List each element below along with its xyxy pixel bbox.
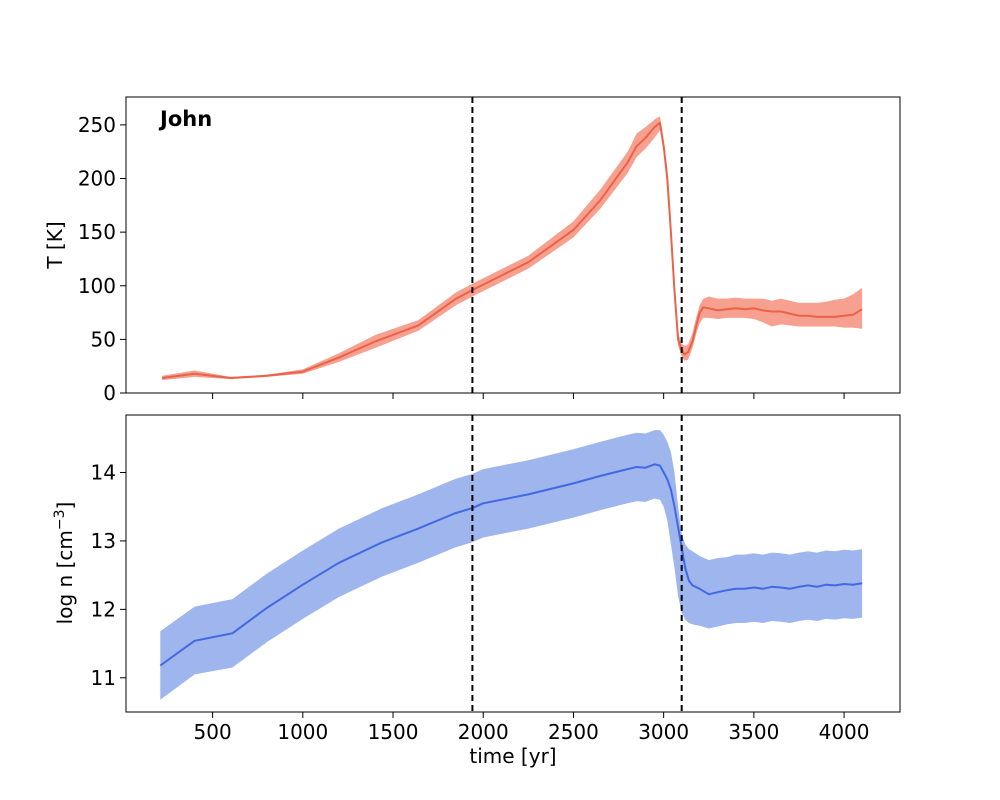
- density-y-ticks: 11 12 13 14: [91, 460, 126, 690]
- density-uncertainty-band: [160, 430, 863, 700]
- y-tick-label: 50: [91, 327, 116, 351]
- y-tick-label: 150: [78, 220, 116, 244]
- y-tick-label: 14: [91, 460, 116, 484]
- y-tick-label: 0: [103, 381, 116, 405]
- temperature-y-ticks: 0 50 100 150 200 250: [78, 113, 126, 405]
- y-tick-label: 11: [91, 666, 116, 690]
- density-y-axis-label-exponent: −3: [52, 510, 68, 531]
- density-line: [159, 463, 863, 667]
- x-tick-label: 3500: [728, 720, 779, 744]
- y-tick-label: 13: [91, 529, 116, 553]
- x-tick-label: 2500: [548, 720, 599, 744]
- panel-tag: John: [158, 107, 212, 131]
- density-x-ticks: 500 1000 1500 2000 2500 3000 3500 4000: [194, 712, 870, 744]
- y-tick-label: 200: [78, 167, 116, 191]
- temperature-series-line: [161, 121, 863, 379]
- density-y-axis-label-end: ]: [53, 502, 77, 510]
- x-tick-label: 4000: [819, 720, 870, 744]
- x-tick-label: 3000: [638, 720, 689, 744]
- x-tick-label: 500: [194, 720, 232, 744]
- temperature-x-ticks: [212, 393, 845, 399]
- x-tick-label: 1500: [368, 720, 419, 744]
- density-y-axis-label-main: log n [cm: [53, 530, 77, 624]
- density-band-area: [160, 430, 863, 700]
- y-tick-label: 100: [78, 274, 116, 298]
- temperature-panel: 0 50 100 150 200 250 John T [K]: [43, 96, 901, 405]
- y-tick-label: 250: [78, 113, 116, 137]
- density-y-axis-label: log n [cm−3]: [52, 502, 77, 625]
- x-tick-label: 1000: [277, 720, 328, 744]
- temperature-axes-frame: [125, 96, 901, 394]
- temperature-y-axis-label: T [K]: [43, 221, 67, 269]
- x-axis-label: time [yr]: [469, 744, 556, 768]
- y-tick-label: 12: [91, 597, 116, 621]
- x-tick-label: 2000: [458, 720, 509, 744]
- density-panel: 500 1000 1500 2000 2500 3000 3500 4000 11 12 13 14…: [52, 414, 901, 768]
- density-series-line: [159, 463, 863, 667]
- temperature-line: [161, 121, 863, 379]
- density-axes-frame: [125, 414, 901, 713]
